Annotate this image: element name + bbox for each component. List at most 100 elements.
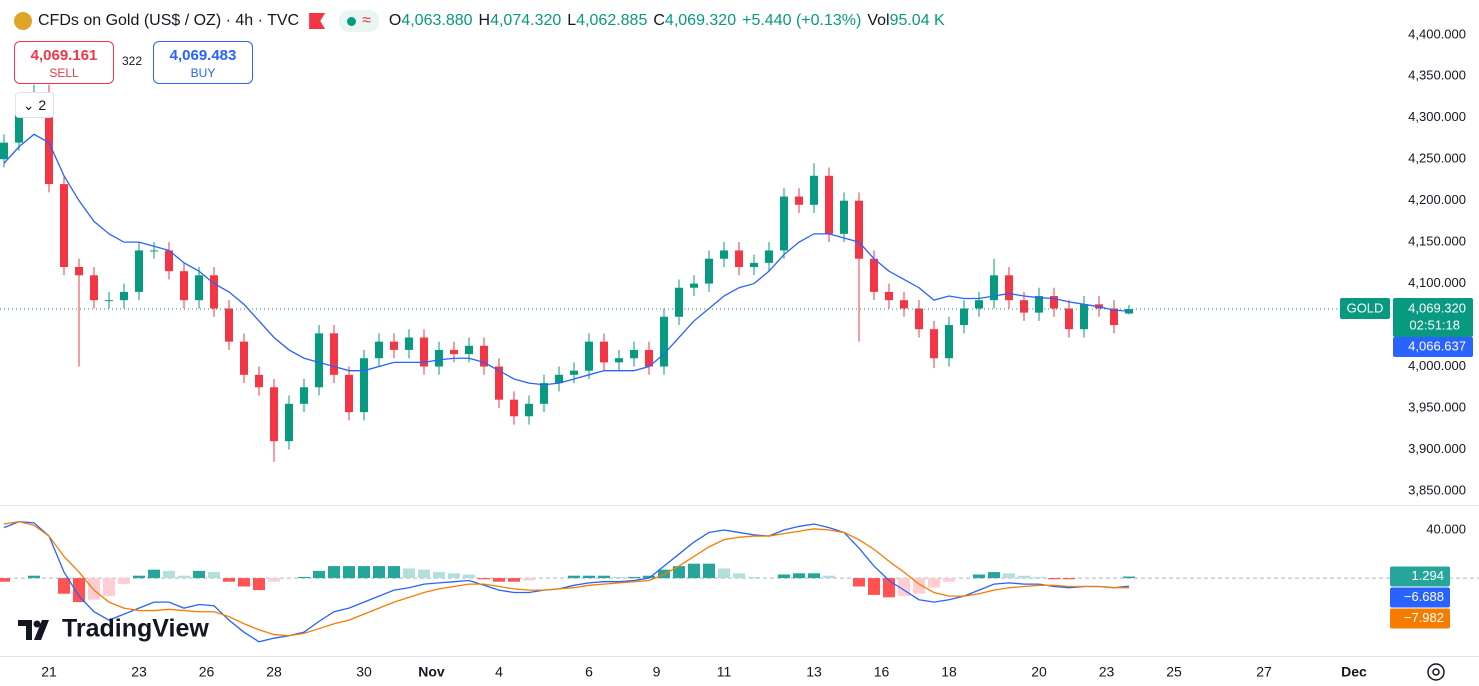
histogram-bar [853, 578, 865, 587]
x-tick-label: 13 [806, 664, 822, 680]
candle-body [315, 333, 323, 388]
candle-body [0, 142, 8, 160]
logo-mark [18, 620, 49, 640]
volume-value: 95.04 K [889, 12, 945, 29]
candle-body [990, 275, 998, 301]
histogram-bar [178, 575, 190, 579]
candle-body [60, 184, 68, 268]
x-tick-label: 23 [1099, 664, 1115, 680]
histogram-bar [28, 575, 40, 579]
macd-pane [0, 520, 1479, 643]
candle-body [855, 200, 863, 259]
histogram-bar [133, 575, 145, 579]
price-badge [1393, 298, 1473, 338]
status-dot [347, 16, 357, 26]
histogram-bar [508, 578, 520, 582]
histogram-bar [1003, 573, 1015, 579]
axes: 4,400.000 4,350.000 4,300.000 4,250.000 4,20… [41, 26, 1473, 680]
settings-button[interactable] [1427, 663, 1445, 681]
ma-badge [1393, 337, 1473, 358]
status-pill[interactable]: ≈ [339, 10, 379, 32]
histogram-bar [703, 563, 715, 579]
symbol-title[interactable]: CFDs on Gold (US$ / OZ) · 4h · TVC [38, 12, 300, 29]
histogram-bar [103, 578, 115, 597]
y-tick-label: 4,200.000 [1408, 192, 1466, 207]
histogram-bar [388, 566, 400, 579]
histogram-bar [223, 578, 235, 582]
candle-body [1065, 308, 1073, 330]
x-tick-label: 4 [495, 664, 503, 680]
x-tick-label: 6 [585, 664, 593, 680]
histogram-bar [868, 578, 880, 595]
y-tick-label: 4,150.000 [1408, 234, 1466, 249]
histogram-bar [943, 578, 955, 582]
y-tick-label: 4,000.000 [1408, 358, 1466, 373]
candle-body [1005, 275, 1013, 301]
histogram-bar [118, 578, 130, 585]
logo-text: TradingView [62, 615, 209, 643]
histogram-bar [73, 578, 85, 603]
y-tick-label: 4,300.000 [1408, 109, 1466, 124]
histogram-bar [463, 574, 475, 579]
histogram-bar [973, 574, 985, 579]
candle-body [705, 258, 713, 284]
histogram-bar [673, 566, 685, 579]
ohlc-value: 4,062.885 [576, 12, 648, 29]
histogram-bar [478, 578, 490, 580]
ma-badge-label: 4,066.637 [1408, 338, 1466, 353]
candle-body [1035, 296, 1043, 313]
histogram-bar [688, 563, 700, 579]
y-tick-label: 3,850.000 [1408, 482, 1466, 497]
histogram-bar [253, 578, 265, 591]
candle-body [945, 325, 953, 359]
histogram-bar [418, 569, 430, 579]
candle-body [450, 349, 458, 355]
histogram-bar [793, 573, 805, 579]
sell-button[interactable]: 4,069.161 SELL [14, 41, 114, 84]
histogram-bar [0, 578, 10, 582]
candle-body [660, 316, 668, 367]
histogram-bar [1063, 578, 1075, 580]
candle-body [480, 345, 488, 367]
ohlc-value: 4,069.320 [664, 12, 737, 29]
indicator-toggle[interactable]: ⌄ 2 [15, 92, 54, 118]
histogram-bar [1018, 575, 1030, 579]
candle-body [975, 300, 983, 309]
symbol-icon [14, 12, 32, 30]
flag-icon[interactable] [309, 13, 326, 29]
histogram-badge [1390, 566, 1450, 587]
candle-body [885, 291, 893, 301]
x-tick-label: 21 [41, 664, 57, 680]
histogram-bar [313, 570, 325, 579]
buy-button[interactable]: 4,069.483 BUY [153, 41, 253, 84]
signal-line [3, 520, 1130, 637]
candle-body [1020, 300, 1028, 313]
histogram-bar [643, 575, 655, 579]
x-tick-label: Dec [1341, 664, 1367, 680]
volume-key: Vol [867, 12, 890, 29]
candle-body [765, 250, 773, 263]
candle-body [15, 101, 23, 143]
candle-body [105, 300, 113, 302]
candle-body [1050, 296, 1058, 309]
x-tick-label: 27 [1256, 664, 1272, 680]
gear-icon[interactable] [1427, 663, 1445, 681]
candle-body [555, 374, 563, 384]
candle-body [585, 341, 593, 371]
x-tick-label: 23 [131, 664, 147, 680]
x-tick-label: 20 [1031, 664, 1047, 680]
chevron: ⌄ [22, 97, 39, 113]
ohlc-key: O [388, 12, 402, 29]
histogram-bar [1048, 578, 1060, 580]
candle-body [615, 358, 623, 363]
spread: 322 [122, 54, 143, 68]
candle-body [495, 366, 503, 400]
candle-body [285, 403, 293, 442]
candle-body [255, 374, 263, 388]
ohlc-key: H [478, 12, 491, 29]
x-tick-label: 18 [941, 664, 957, 680]
buy-price: 4,069.483 [169, 47, 237, 64]
candle-body [675, 287, 683, 317]
candle-body [420, 337, 428, 367]
